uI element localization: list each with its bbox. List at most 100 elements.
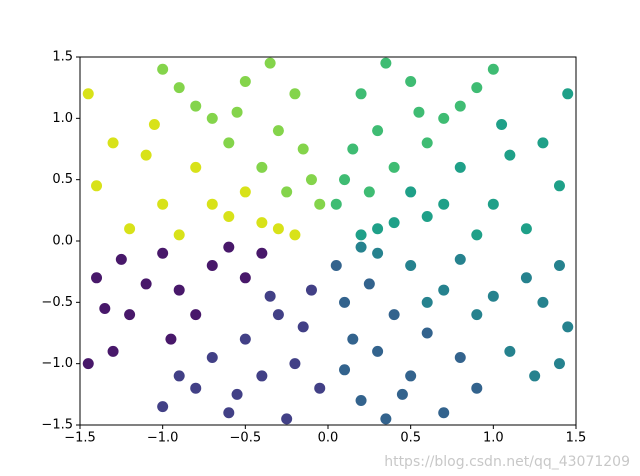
point [553,260,565,272]
point [281,186,293,198]
point [339,296,351,308]
point [91,180,103,192]
point [372,125,384,137]
point [223,210,235,222]
point [256,217,268,229]
point [256,247,268,259]
point [388,161,400,173]
point [520,223,532,235]
y-tick-label: −0.5 [41,295,73,310]
point [124,223,136,235]
point [272,125,284,137]
point [239,272,251,284]
point [140,149,152,161]
point [157,198,169,210]
plot-frame [79,56,577,426]
point [520,272,532,284]
point [405,76,417,88]
point [562,88,574,100]
point [91,272,103,284]
point [438,407,450,419]
point [388,217,400,229]
point [454,253,466,265]
point [562,321,574,333]
point [173,284,185,296]
point [355,88,367,100]
y-tick-label: 0.5 [52,172,73,187]
y-tick-label: 1.5 [52,50,73,65]
point [231,388,243,400]
point [190,382,202,394]
point [206,112,218,124]
point [99,302,111,314]
point [297,321,309,333]
points [82,57,574,425]
point [272,223,284,235]
point [289,88,301,100]
point [157,63,169,75]
point [421,296,433,308]
point [231,106,243,118]
point [496,118,508,130]
point [173,370,185,382]
x-tick-label: 0.0 [318,431,339,446]
point [173,229,185,241]
point [190,161,202,173]
point [124,309,136,321]
x-tick-label: −1.5 [64,431,96,446]
point [471,382,483,394]
point [380,57,392,69]
point [330,260,342,272]
point [487,63,499,75]
point [529,370,541,382]
point [206,198,218,210]
point [239,76,251,88]
point [504,149,516,161]
point [355,394,367,406]
point [355,241,367,253]
point [438,198,450,210]
point [264,57,276,69]
point [157,247,169,259]
point [504,345,516,357]
point [305,284,317,296]
point [305,174,317,186]
point [405,260,417,272]
point [281,413,293,425]
point [388,309,400,321]
x-tick-label: 1.5 [566,431,587,446]
point [206,352,218,364]
point [487,290,499,302]
y-tick-label: −1.0 [41,356,73,371]
point [140,278,152,290]
point [421,210,433,222]
point [471,82,483,94]
point [363,278,375,290]
point [537,137,549,149]
point [355,229,367,241]
point [223,241,235,253]
point [396,388,408,400]
point [438,112,450,124]
point [372,247,384,259]
x-tick-label: −0.5 [230,431,262,446]
point [165,333,177,345]
point [372,223,384,235]
point [239,333,251,345]
point [314,198,326,210]
point [537,296,549,308]
point [372,345,384,357]
point [82,88,94,100]
point [107,345,119,357]
point [264,290,276,302]
point [405,370,417,382]
point [314,382,326,394]
y-tick-label: −1.5 [41,418,73,433]
x-tick-label: −1.0 [147,431,179,446]
point [297,143,309,155]
point [107,137,119,149]
point [454,352,466,364]
point [206,260,218,272]
point [454,100,466,112]
